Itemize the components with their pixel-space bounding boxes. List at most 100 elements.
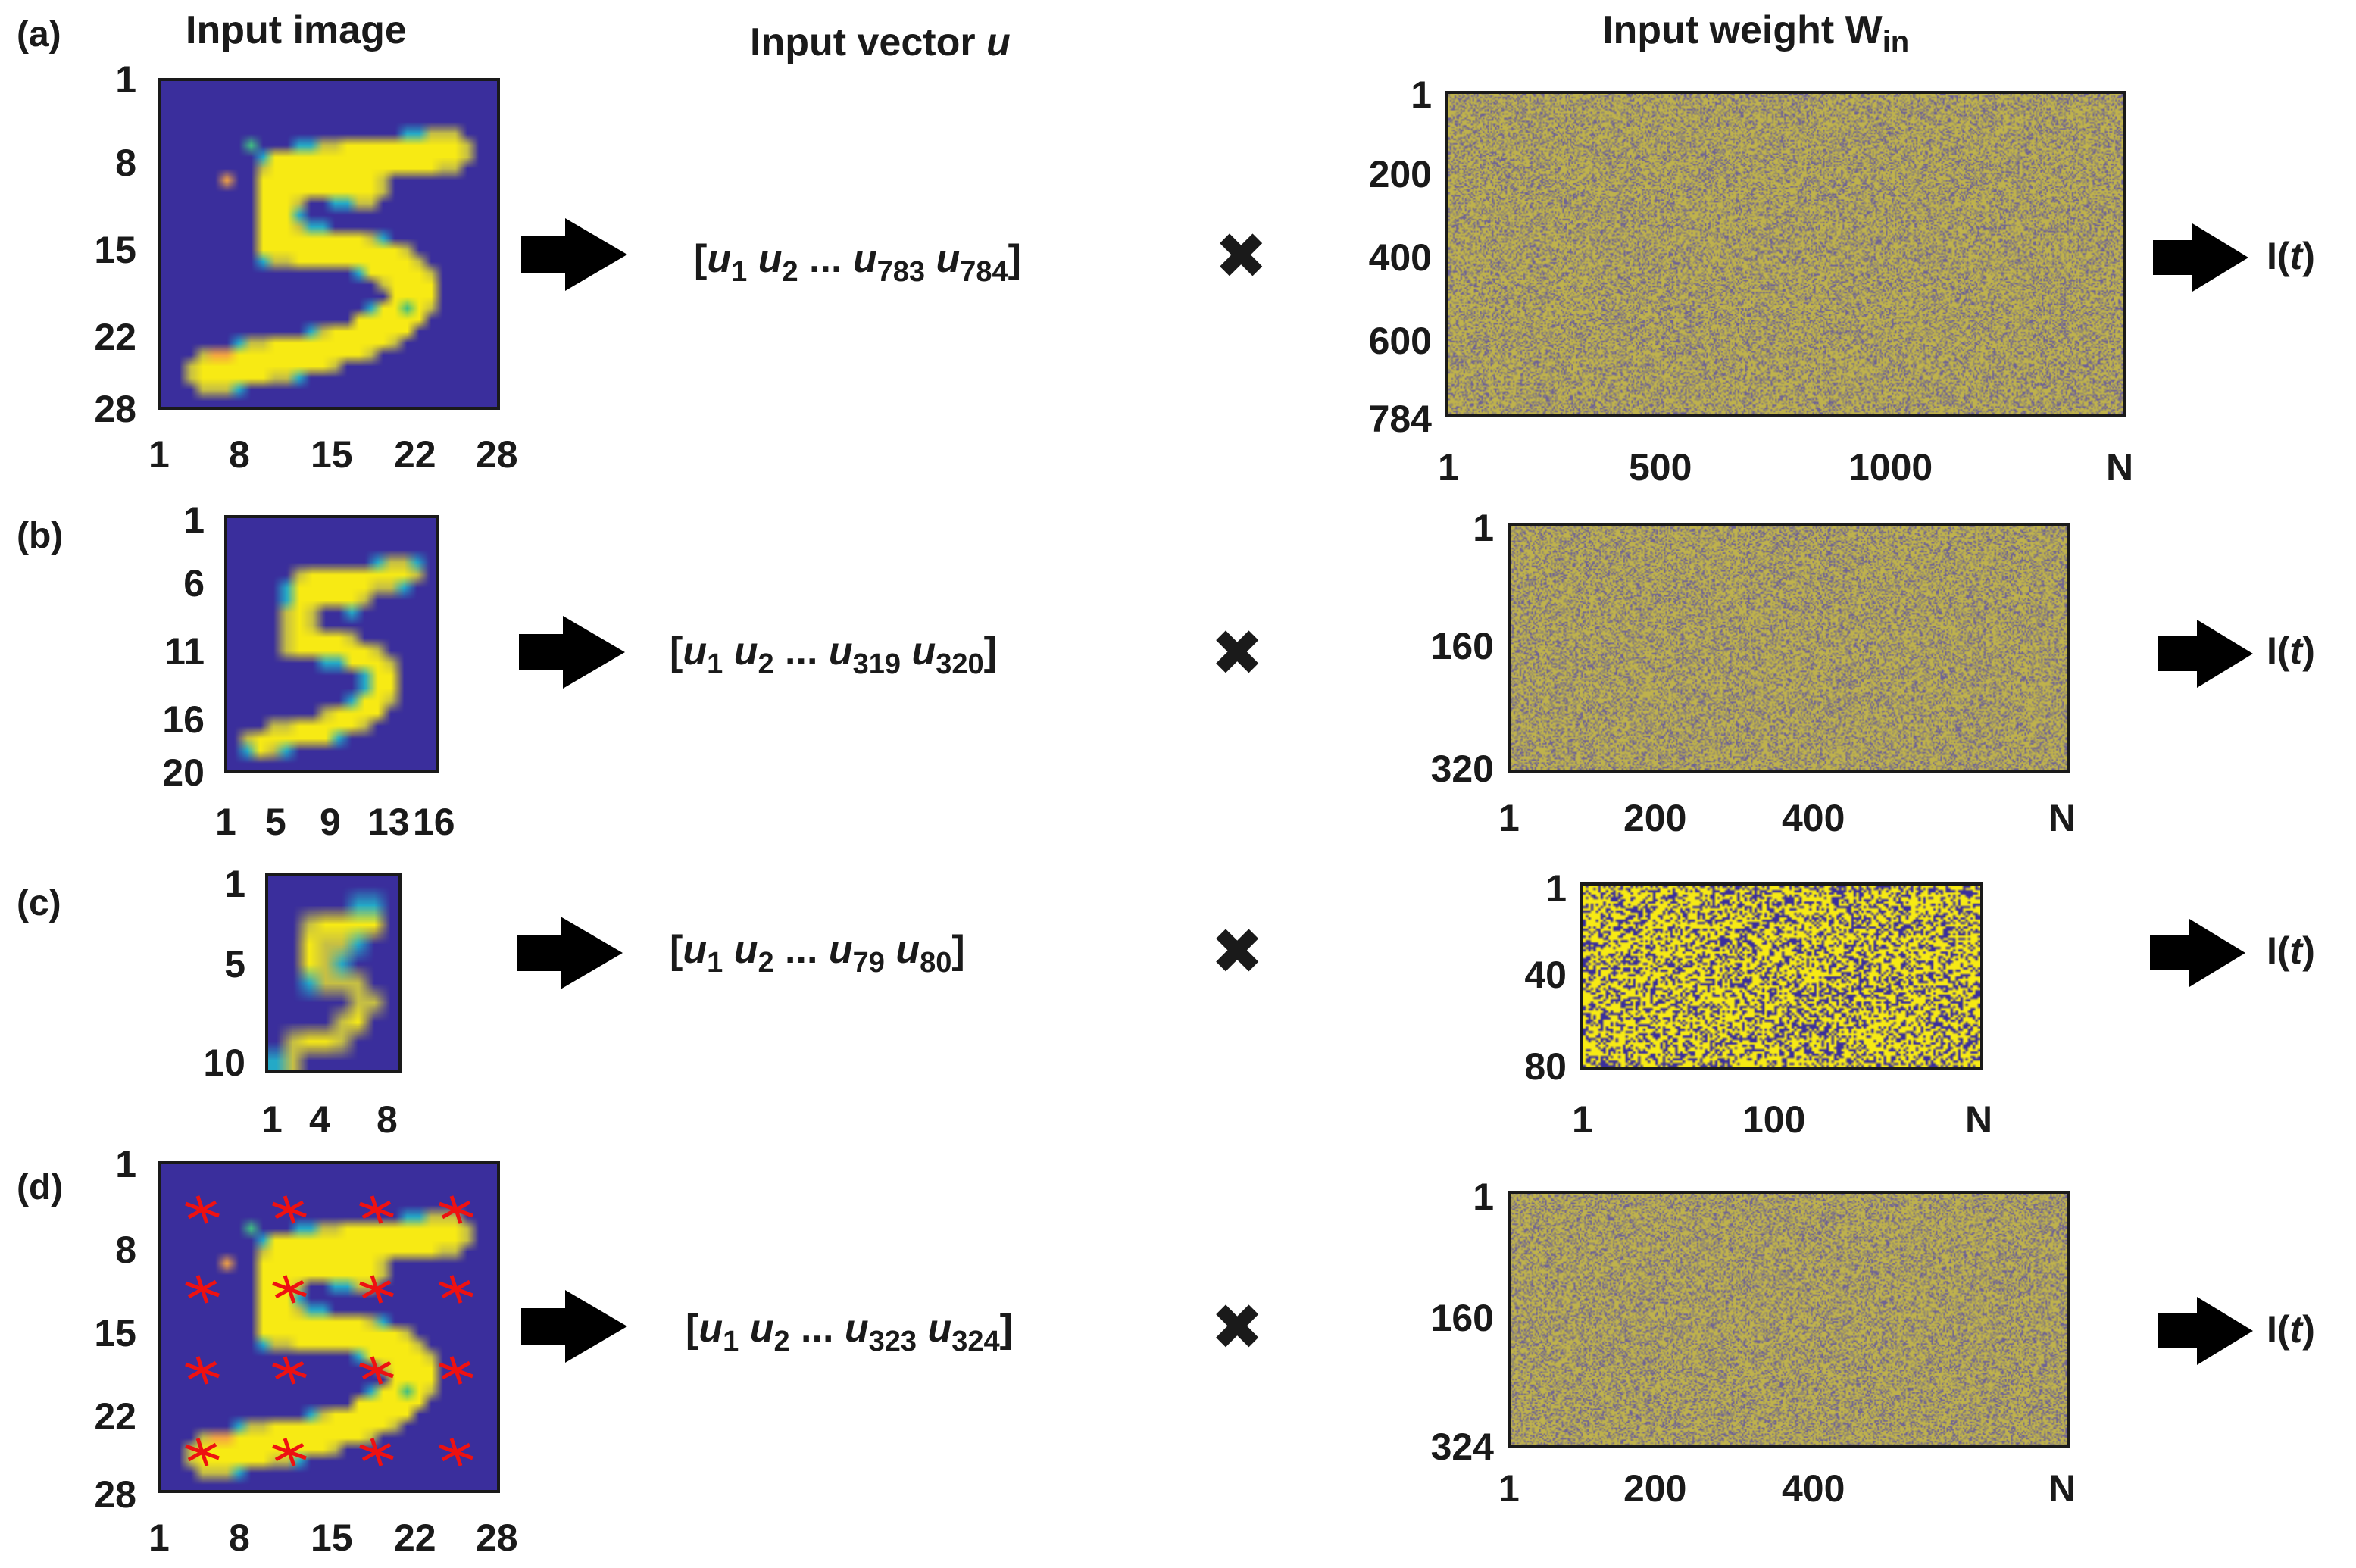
image-d-xtick: 22 <box>394 1516 436 1559</box>
output-current-a: I(t) <box>2267 235 2315 277</box>
image-a-plot <box>158 78 500 410</box>
image-b-canvas <box>227 518 436 770</box>
image-d-xtick: 8 <box>229 1516 250 1559</box>
weight-a-xtick: 1 <box>1438 446 1459 489</box>
weight-c-ytick: 40 <box>1524 954 1567 996</box>
weight-d-canvas <box>1511 1194 2067 1445</box>
input-vector-d: [u1 u2 ... u323 u324] <box>686 1307 1013 1357</box>
sampling-marker <box>185 1438 220 1466</box>
image-c-ytick: 5 <box>224 943 245 985</box>
weight-a-xtick: 1000 <box>1848 446 1933 489</box>
image-a-ytick: 1 <box>115 58 136 101</box>
image-a-xtick: 8 <box>229 433 250 476</box>
arrow-right-icon <box>521 1290 627 1363</box>
image-a-ytick: 28 <box>94 388 136 430</box>
output-current-c: I(t) <box>2267 929 2315 972</box>
sampling-marker <box>439 1275 473 1304</box>
image-d-ytick: 28 <box>94 1473 136 1516</box>
image-d-ytick: 8 <box>115 1229 136 1271</box>
weight-c-xtick: 100 <box>1742 1098 1806 1141</box>
image-d-ytick: 15 <box>94 1312 136 1354</box>
weight-d-xtick: 400 <box>1782 1467 1845 1510</box>
sampling-marker <box>272 1195 307 1224</box>
multiply-icon: ✖ <box>1211 617 1264 689</box>
arrow-right-icon <box>2158 1297 2253 1365</box>
image-a-ytick: 15 <box>94 229 136 271</box>
weight-c-xtick: N <box>1965 1098 1993 1141</box>
weight-d-xtick: N <box>2048 1467 2076 1510</box>
sampling-marker <box>359 1195 394 1224</box>
arrow-right-icon <box>2158 620 2253 688</box>
weight-d-plot <box>1508 1191 2070 1448</box>
sampling-marker <box>185 1275 220 1304</box>
sampling-marker <box>359 1356 394 1385</box>
image-c-canvas <box>268 876 398 1070</box>
input-vector-a: [u1 u2 ... u783 u784] <box>694 237 1021 288</box>
header-input-weight-text: Input weight W <box>1602 8 1883 52</box>
weight-d-ytick: 1 <box>1473 1176 1494 1218</box>
weight-c-canvas <box>1583 886 1980 1067</box>
multiply-icon: ✖ <box>1214 220 1268 292</box>
weight-d-ytick: 324 <box>1430 1426 1494 1468</box>
sampling-marker <box>359 1438 394 1466</box>
weight-b-canvas <box>1511 526 2067 770</box>
weight-a-plot <box>1445 91 2126 417</box>
image-b-ytick: 20 <box>162 751 205 794</box>
weight-c-ytick: 80 <box>1524 1045 1567 1088</box>
header-input-vector: Input vector u <box>750 20 1011 65</box>
weight-a-ytick: 600 <box>1368 320 1432 362</box>
arrow-right-icon <box>517 917 623 989</box>
weight-c-xtick: 1 <box>1572 1098 1593 1141</box>
weight-a-ytick: 784 <box>1368 398 1432 440</box>
arrow-right-icon <box>2150 919 2245 987</box>
sampling-marker <box>439 1356 473 1385</box>
weight-c-plot <box>1580 882 1983 1070</box>
weight-a-ytick: 1 <box>1411 73 1432 116</box>
multiply-icon: ✖ <box>1211 1292 1264 1363</box>
sampling-marker <box>272 1438 307 1466</box>
image-b-xtick: 1 <box>215 801 236 843</box>
image-a-xtick: 1 <box>148 433 170 476</box>
multiply-icon: ✖ <box>1211 916 1264 987</box>
weight-b-ytick: 320 <box>1430 748 1494 790</box>
output-current-d: I(t) <box>2267 1308 2315 1351</box>
sampling-marker <box>359 1275 394 1304</box>
panel-label-d: (d) <box>17 1167 64 1207</box>
image-b-xtick: 5 <box>265 801 286 843</box>
header-input-vector-symbol: u <box>986 20 1011 64</box>
input-vector-c: [u1 u2 ... u79 u80] <box>670 928 965 979</box>
image-b-ytick: 16 <box>162 698 205 741</box>
image-b-ytick: 11 <box>164 630 205 673</box>
image-a-xtick: 15 <box>311 433 353 476</box>
panel-label-c: (c) <box>17 883 61 923</box>
sampling-marker <box>439 1438 473 1466</box>
image-b-ytick: 1 <box>183 499 205 542</box>
sampling-marker <box>185 1195 220 1224</box>
weight-a-ytick: 400 <box>1368 236 1432 279</box>
image-a-xtick: 28 <box>476 433 518 476</box>
image-c-ytick: 1 <box>224 863 245 905</box>
panel-label-b: (b) <box>17 516 64 556</box>
image-d-xtick: 1 <box>148 1516 170 1559</box>
weight-a-canvas <box>1448 94 2123 414</box>
sampling-marker <box>185 1356 220 1385</box>
weight-a-xtick: N <box>2106 446 2134 489</box>
weight-b-plot <box>1508 523 2070 773</box>
image-d-plot <box>158 1161 500 1493</box>
panel-label-a: (a) <box>17 14 61 55</box>
weight-d-xtick: 1 <box>1498 1467 1520 1510</box>
arrow-right-icon <box>521 218 627 291</box>
weight-b-xtick: 200 <box>1623 797 1687 839</box>
sampling-marker <box>272 1356 307 1385</box>
image-c-xtick: 4 <box>309 1098 330 1141</box>
weight-b-xtick: 1 <box>1498 797 1520 839</box>
image-c-xtick: 1 <box>261 1098 283 1141</box>
weight-b-ytick: 160 <box>1430 625 1494 667</box>
header-input-weight: Input weight Win <box>1602 8 1909 59</box>
weight-b-xtick: N <box>2048 797 2076 839</box>
header-input-weight-sub: in <box>1882 25 1910 59</box>
image-d-ytick: 1 <box>115 1143 136 1185</box>
image-c-plot <box>265 873 402 1073</box>
weight-a-xtick: 500 <box>1629 446 1692 489</box>
image-a-xtick: 22 <box>394 433 436 476</box>
